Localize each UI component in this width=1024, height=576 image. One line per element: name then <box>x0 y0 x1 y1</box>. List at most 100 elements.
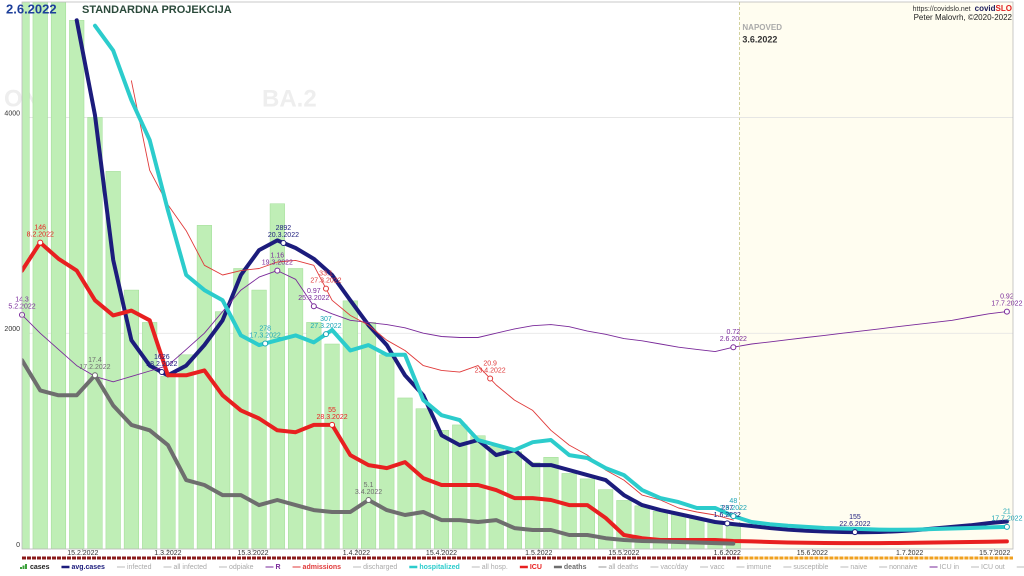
annotation-date: 27.3.2022 <box>310 277 341 284</box>
bar <box>324 343 340 549</box>
annotation-date: 2.6.2022 <box>720 505 747 512</box>
legend-label: avg.cases <box>71 564 105 571</box>
bar <box>160 376 176 549</box>
chart-title: STANDARDNA PROJEKCIJA <box>82 4 232 16</box>
annotation-value: 155 <box>849 514 861 521</box>
bar <box>470 435 486 549</box>
x-tick-label: 1.7.2022 <box>896 550 923 557</box>
annotation-marker <box>851 529 858 536</box>
bar <box>397 397 413 549</box>
x-tick-label: 15.7.2022 <box>979 550 1010 557</box>
legend-swatch <box>22 565 25 569</box>
brand: covid <box>975 4 996 13</box>
legend-label: admissions <box>303 564 342 571</box>
annotation-value: 2892 <box>276 225 292 232</box>
bar <box>379 354 395 549</box>
annotation-marker <box>262 340 269 347</box>
annotation-date: 20.3.2022 <box>268 232 299 239</box>
annotation-date: 17.2.2022 <box>79 364 110 371</box>
bar <box>306 322 322 549</box>
bar <box>433 430 450 549</box>
legend-label: naive <box>850 564 867 571</box>
annotation-marker <box>91 372 98 379</box>
annotation-value: 20.9 <box>483 360 497 367</box>
annotation-marker <box>37 239 44 246</box>
annotation-value: 278 <box>259 325 271 332</box>
annotation-date: 2.6.2022 <box>720 336 747 343</box>
bar <box>87 117 103 549</box>
x-tick-label: 1.4.2022 <box>343 550 370 557</box>
annotation-date: 3.4.2022 <box>355 489 382 496</box>
annotation-date: 22.6.2022 <box>839 521 870 528</box>
bar <box>69 20 85 549</box>
bar <box>32 2 48 549</box>
background-layer: NAPOVED 3.6.2022 <box>739 2 1013 549</box>
legend-label: ICU in <box>940 564 960 571</box>
annotation-date: 27.3.2022 <box>310 323 341 330</box>
annotation-value: 146 <box>34 224 46 231</box>
date-label: 2.6.2022 <box>6 1 57 16</box>
legend-label: nonnaive <box>889 564 918 571</box>
annotation-value: 48 <box>729 498 737 505</box>
bar <box>50 2 67 549</box>
series-line <box>130 80 734 521</box>
bar <box>269 203 285 549</box>
annotation-date: 8.2.2022 <box>27 231 54 238</box>
x-tick-label: 1.3.2022 <box>154 550 181 557</box>
annotation-date: 23.4.2022 <box>475 367 506 374</box>
legend-label: discharged <box>363 564 397 571</box>
bar <box>579 478 595 549</box>
series-line <box>93 23 1009 532</box>
series-line <box>22 240 1009 546</box>
legend-label: all infected <box>173 564 207 571</box>
legend-label: hospitalized <box>419 564 459 571</box>
bar <box>525 462 541 549</box>
annotation-marker <box>487 375 494 382</box>
annotation-date: 25.3.2022 <box>298 295 329 302</box>
series-line <box>74 18 1009 535</box>
annotation-date: 1.6.2022 <box>714 512 741 519</box>
annotation-marker <box>322 331 329 338</box>
forecast-date: 3.6.2022 <box>742 34 777 44</box>
annotation-marker <box>730 513 737 520</box>
legend-label: odpiake <box>229 564 254 571</box>
line-layer <box>22 18 1009 546</box>
annotation-value: 307 <box>320 316 332 323</box>
brand: SLO <box>996 4 1012 13</box>
y-tick-label: 0 <box>16 542 20 549</box>
annotation-value: 1626 <box>154 354 170 361</box>
annotation-marker <box>322 285 329 292</box>
annotation-date: 17.7.2022 <box>991 516 1022 523</box>
annotation-marker <box>280 239 287 246</box>
watermark: BA.2 <box>262 85 317 112</box>
annotation-marker <box>274 267 281 274</box>
annotation-value: 237 <box>721 505 733 512</box>
series-line <box>22 270 1008 383</box>
bar-layer <box>22 2 741 549</box>
annotation-value: 0.97 <box>307 288 321 295</box>
legend-swatch <box>20 567 22 569</box>
legend-label: cases <box>30 564 50 571</box>
annotation-marker <box>1003 308 1010 315</box>
axis-layer: 0 2000 4000 15.2.2022 1.3.2022 15.3.2022 1.4.2… <box>4 110 1013 560</box>
annotation-marker <box>1003 523 1010 530</box>
x-tick-label: 15.4.2022 <box>426 550 457 557</box>
legend-label: infected <box>127 564 152 571</box>
annotation-date: 17.3.2022 <box>250 332 281 339</box>
annotation-marker <box>730 344 737 351</box>
bar <box>506 451 523 549</box>
bar <box>488 446 504 549</box>
y-tick-label: 4000 <box>4 110 20 117</box>
annotation-date: 28.2.2022 <box>146 361 177 368</box>
annotation-value: 17.4 <box>88 357 102 364</box>
legend-label: ICU <box>530 564 542 571</box>
annotation-date: 19.3.2022 <box>262 259 293 266</box>
legend-label: susceptible <box>793 564 828 571</box>
legend-label: immune <box>746 564 771 571</box>
legend-label: deaths <box>564 564 587 571</box>
annotation-value: 5.1 <box>364 482 374 489</box>
annotation-marker <box>158 369 165 376</box>
author: Peter Malovrh, ©2020-2022 <box>914 13 1013 22</box>
series-line <box>22 358 736 546</box>
annotation-value: 0.92 <box>1000 293 1014 300</box>
